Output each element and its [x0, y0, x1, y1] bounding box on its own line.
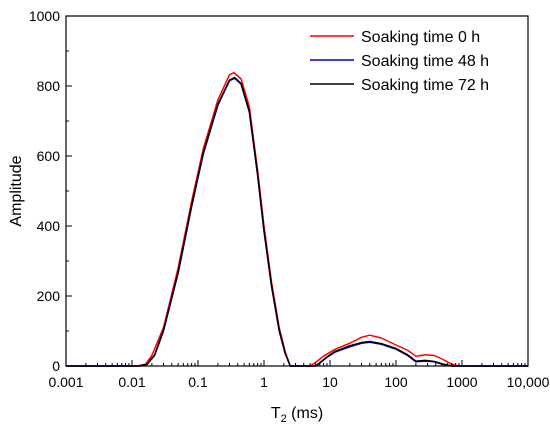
- legend: Soaking time 0 h Soaking time 48 h Soaking…: [310, 29, 489, 94]
- x-tick-label: 100: [384, 374, 408, 390]
- legend-label-1: Soaking time 0 h: [361, 29, 480, 46]
- x-tick-label: 0.1: [188, 374, 208, 390]
- x-axis-title: T2 (ms): [271, 405, 323, 425]
- series-line-1: [66, 71, 528, 367]
- y-tick-label: 1000: [29, 8, 60, 24]
- legend-label-3: Soaking time 72 h: [361, 77, 489, 94]
- plot-area: 0.001 0.01 0.1 1 10 100 1000 10,000 0 200 400 600 8…: [29, 8, 550, 390]
- series-group: [66, 71, 528, 367]
- y-tick-label: 200: [37, 288, 61, 304]
- x-axis-title-subscript: 2: [281, 413, 287, 425]
- x-axis-ticks: 0.001 0.01 0.1 1 10 100 1000 10,000: [48, 360, 550, 390]
- x-tick-label: 0.001: [48, 374, 83, 390]
- y-tick-label: 800: [37, 78, 61, 94]
- y-tick-label: 600: [37, 148, 61, 164]
- y-tick-label: 0: [52, 358, 60, 374]
- x-tick-label: 1000: [446, 374, 477, 390]
- x-tick-label: 1: [260, 374, 268, 390]
- x-axis-title-unit: (ms): [287, 405, 323, 422]
- y-tick-label: 400: [37, 218, 61, 234]
- series-line-3: [66, 76, 528, 367]
- x-tick-label: 10: [322, 374, 338, 390]
- x-tick-label: 10,000: [507, 374, 550, 390]
- y-axis-title: Amplitude: [8, 155, 25, 226]
- x-tick-label: 0.01: [118, 374, 145, 390]
- series-line-2: [66, 77, 528, 367]
- y-axis-ticks: 0 200 400 600 800 1000: [29, 8, 72, 374]
- x-axis-title-main: T: [271, 405, 281, 422]
- legend-label-2: Soaking time 48 h: [361, 53, 489, 70]
